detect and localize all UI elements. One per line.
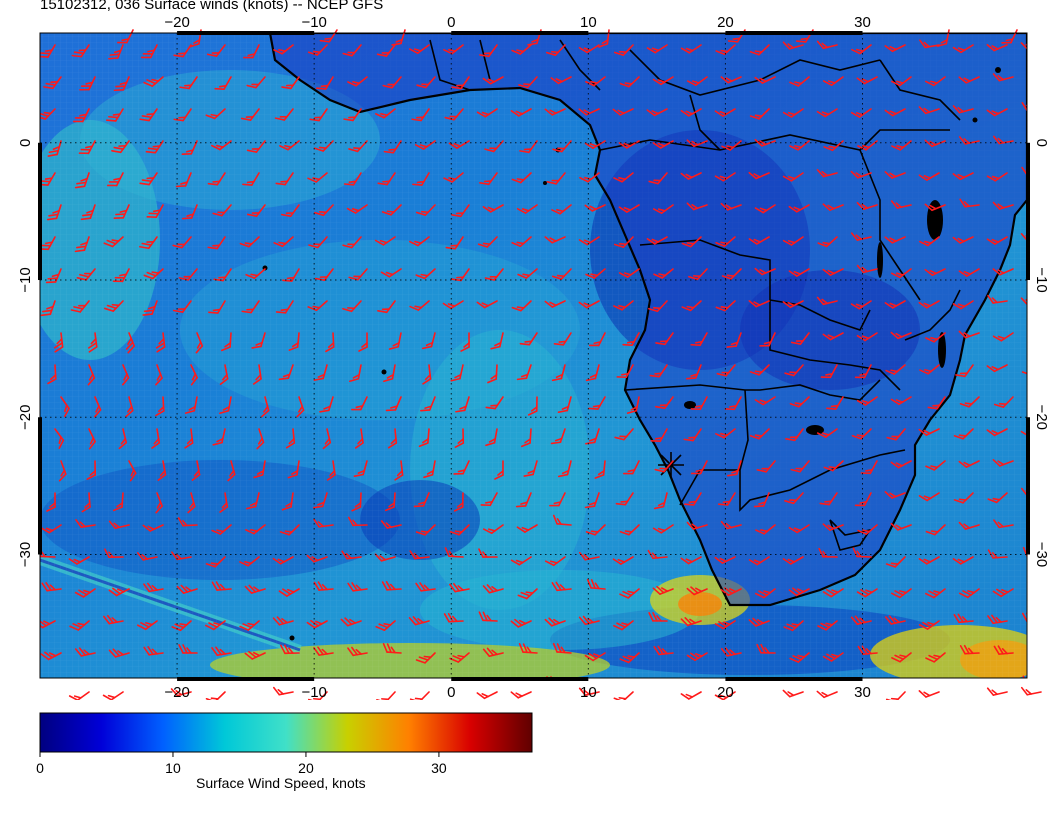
wind-barb bbox=[410, 677, 429, 689]
wind-barb bbox=[240, 679, 259, 696]
lon-tick-label-bottom: 0 bbox=[447, 684, 455, 700]
wind-barb bbox=[885, 678, 905, 694]
frame-bar bbox=[451, 31, 588, 35]
lon-tick-label-bottom: −20 bbox=[164, 684, 189, 700]
wind-barb bbox=[104, 677, 123, 688]
wind-barb bbox=[988, 684, 1007, 696]
wind-barb bbox=[35, 678, 55, 692]
wind-barb bbox=[376, 678, 395, 695]
wind-barb bbox=[206, 679, 225, 696]
wind-barb bbox=[1028, 197, 1047, 208]
lon-tick-label-top: 30 bbox=[854, 14, 871, 31]
colorbar-ticks: 0 10 20 30 bbox=[36, 752, 447, 776]
wind-barb bbox=[648, 677, 667, 687]
wind-barb bbox=[1028, 69, 1047, 81]
frame-bar bbox=[1026, 417, 1030, 554]
wind-barb bbox=[887, 686, 905, 700]
wind-barb bbox=[681, 678, 701, 693]
lon-tick-label-bottom: −10 bbox=[301, 684, 326, 700]
wind-barb bbox=[1028, 645, 1047, 655]
wind-barb bbox=[69, 677, 89, 690]
frame-bar bbox=[38, 417, 42, 554]
wind-barb bbox=[614, 686, 633, 700]
colorbar-tick-label: 20 bbox=[298, 760, 314, 776]
lon-tick-label-top: 0 bbox=[447, 14, 455, 31]
wind-barb bbox=[70, 686, 89, 700]
frame-bar bbox=[177, 31, 314, 35]
lon-tick-label-top: −10 bbox=[301, 14, 326, 31]
wind-barb bbox=[1029, 327, 1047, 345]
lat-tick-label-right: 0 bbox=[1033, 139, 1050, 147]
wind-map: −20 −20 −10 −10 0 0 10 10 20 20 30 30 0 0 −10 −10 −20 −20… bbox=[0, 0, 1056, 700]
frame-bar bbox=[725, 677, 862, 681]
lat-tick-label-left: 0 bbox=[17, 139, 34, 147]
frame-bar bbox=[725, 31, 862, 35]
colorbar: 0 10 20 30 bbox=[0, 700, 1056, 816]
wind-barb bbox=[1022, 684, 1041, 695]
wind-barb bbox=[1027, 582, 1047, 596]
wind-barb bbox=[207, 686, 225, 700]
lon-tick-label-bottom: 20 bbox=[717, 684, 734, 700]
wind-barb bbox=[613, 677, 633, 690]
wind-barb bbox=[343, 679, 361, 697]
wind-barb bbox=[955, 679, 973, 697]
lon-tick-label-bottom: 10 bbox=[580, 684, 597, 700]
lat-tick-label-left: −30 bbox=[17, 542, 34, 567]
frame-bar bbox=[38, 143, 42, 280]
frame-bar bbox=[177, 677, 314, 681]
lat-tick-label-left: −10 bbox=[17, 267, 34, 292]
wind-barb bbox=[1028, 517, 1047, 528]
wind-barb bbox=[919, 685, 939, 699]
wind-barb bbox=[274, 684, 293, 695]
colorbar-ramp bbox=[40, 713, 532, 752]
lat-tick-label-left: −20 bbox=[17, 405, 34, 430]
colorbar-tick-label: 0 bbox=[36, 760, 44, 776]
wind-barb bbox=[104, 685, 123, 700]
wind-barb bbox=[138, 679, 157, 697]
lon-tick-label-top: 20 bbox=[717, 14, 734, 31]
wind-barb bbox=[511, 685, 531, 700]
lat-tick-label-right: −20 bbox=[1033, 405, 1050, 430]
lon-tick-label-top: 10 bbox=[580, 14, 597, 31]
frame-bar bbox=[1026, 143, 1030, 280]
wind-barb bbox=[377, 687, 395, 700]
colorbar-tick-label: 30 bbox=[431, 760, 447, 776]
wind-barb bbox=[750, 679, 769, 697]
lat-tick-label-right: −30 bbox=[1033, 542, 1050, 567]
frame-bar bbox=[451, 677, 588, 681]
lon-tick-label-bottom: 30 bbox=[854, 684, 871, 700]
wind-barb bbox=[681, 685, 701, 700]
colorbar-label: Surface Wind Speed, knots bbox=[196, 775, 366, 791]
lat-tick-label-right: −10 bbox=[1033, 267, 1050, 292]
wind-barb bbox=[817, 685, 837, 699]
wind-barb bbox=[411, 686, 429, 700]
wind-barb bbox=[920, 677, 939, 690]
colorbar-tick-label: 10 bbox=[165, 760, 181, 776]
wind-barb bbox=[477, 685, 497, 700]
lon-tick-label-top: −20 bbox=[164, 14, 189, 31]
wind-barb bbox=[1029, 455, 1047, 473]
wind-barb bbox=[783, 684, 803, 698]
